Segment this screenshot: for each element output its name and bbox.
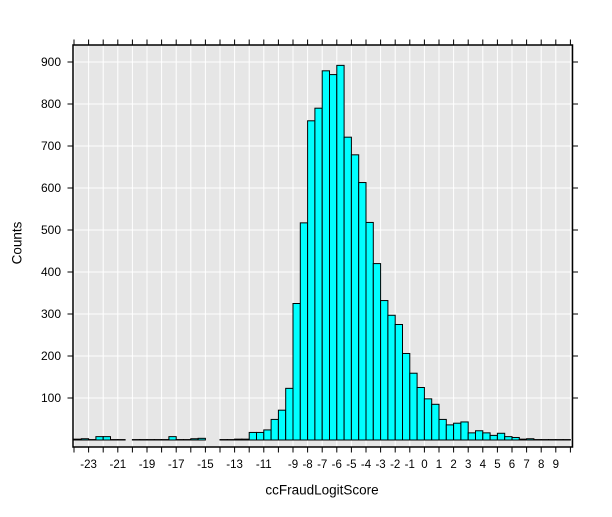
histogram-bar <box>402 352 411 441</box>
x-tick-label: -15 <box>197 459 214 471</box>
histogram-bar <box>270 418 279 441</box>
histogram-bar <box>102 436 111 441</box>
histogram-bar <box>438 418 447 441</box>
histogram-bar <box>285 387 294 441</box>
histogram-bar <box>241 438 250 441</box>
histogram-bar <box>234 438 243 441</box>
histogram-bar <box>511 436 520 441</box>
histogram-bar <box>248 431 257 441</box>
histogram-bar <box>190 438 199 441</box>
x-tick-label: -9 <box>288 459 298 471</box>
x-tick-label: -4 <box>361 459 372 471</box>
histogram-bar <box>343 136 352 441</box>
histogram-bar <box>329 74 338 441</box>
y-tick-label: 300 <box>41 307 61 321</box>
x-tick-label: 2 <box>450 459 456 471</box>
x-tick-label: -21 <box>109 459 126 471</box>
x-axis-title: ccFraudLogitScore <box>265 482 379 498</box>
y-tick-label: 500 <box>41 223 61 237</box>
histogram-bar <box>380 300 389 441</box>
histogram-bar <box>307 120 316 441</box>
y-tick-label: 700 <box>41 139 61 153</box>
histogram-bar <box>504 436 513 441</box>
histogram-bar <box>80 438 90 441</box>
histogram-bar <box>445 424 455 441</box>
x-tick-label: -17 <box>168 459 185 471</box>
histogram-bar <box>277 409 287 441</box>
histogram-bar <box>526 438 535 441</box>
x-tick-label: 8 <box>538 459 544 471</box>
histogram-bar <box>263 429 272 441</box>
y-tick-label: 100 <box>41 391 61 405</box>
x-tick-label: -23 <box>80 459 97 471</box>
x-tick-label: -11 <box>256 459 272 471</box>
histogram-bar <box>372 263 382 441</box>
histogram-bar <box>496 432 506 441</box>
histogram-bar <box>73 438 82 441</box>
y-tick-label: 600 <box>41 181 61 195</box>
histogram-bar <box>256 431 265 441</box>
x-tick-label: -3 <box>375 459 385 471</box>
x-tick-label: 1 <box>436 459 442 471</box>
histogram-bar <box>292 303 301 441</box>
histogram-bar <box>314 107 323 441</box>
y-tick-label: 800 <box>41 97 61 111</box>
histogram-bar <box>387 314 396 441</box>
histogram-bar <box>365 221 374 441</box>
x-tick-label: -13 <box>226 459 243 471</box>
histogram-bar <box>489 434 498 441</box>
histogram-bar <box>409 372 418 441</box>
histogram-bar <box>358 182 367 441</box>
histogram-bar <box>467 432 477 441</box>
histogram-bar <box>394 324 404 441</box>
histogram-bar <box>321 70 331 441</box>
x-tick-label: 9 <box>553 459 559 471</box>
histogram-bar <box>168 436 177 441</box>
histogram-bar <box>453 422 462 441</box>
plot-border <box>72 44 574 448</box>
histogram-bar <box>460 421 469 441</box>
x-tick-label: 3 <box>465 459 471 471</box>
x-tick-label: 4 <box>480 459 487 471</box>
x-tick-label: -8 <box>302 459 312 471</box>
histogram-bar <box>350 154 360 441</box>
y-tick-label: 900 <box>41 55 61 69</box>
x-tick-label: -6 <box>332 459 342 471</box>
x-tick-label: 6 <box>509 459 515 471</box>
histogram-bar <box>475 430 484 441</box>
x-tick-label: 0 <box>421 459 427 471</box>
histogram-bar <box>336 64 345 441</box>
x-tick-label: -2 <box>390 459 400 471</box>
y-tick-label: 200 <box>41 349 61 363</box>
histogram-bar <box>95 436 104 441</box>
histogram-bar <box>423 398 433 441</box>
histogram-bar <box>518 438 528 441</box>
histogram-bar <box>197 437 206 441</box>
y-tick-label: 400 <box>41 265 61 279</box>
histogram-bar <box>431 403 440 441</box>
y-axis-title: Counts <box>9 221 25 265</box>
histogram-bar <box>416 387 425 441</box>
x-tick-label: 5 <box>494 459 500 471</box>
x-tick-label: -7 <box>317 459 327 471</box>
x-tick-label: 7 <box>523 459 529 471</box>
x-tick-label: -1 <box>405 459 415 471</box>
x-tick-label: -19 <box>139 459 156 471</box>
histogram-bar <box>482 432 491 441</box>
x-tick-label: -5 <box>346 459 356 471</box>
histogram-bar <box>299 222 309 441</box>
